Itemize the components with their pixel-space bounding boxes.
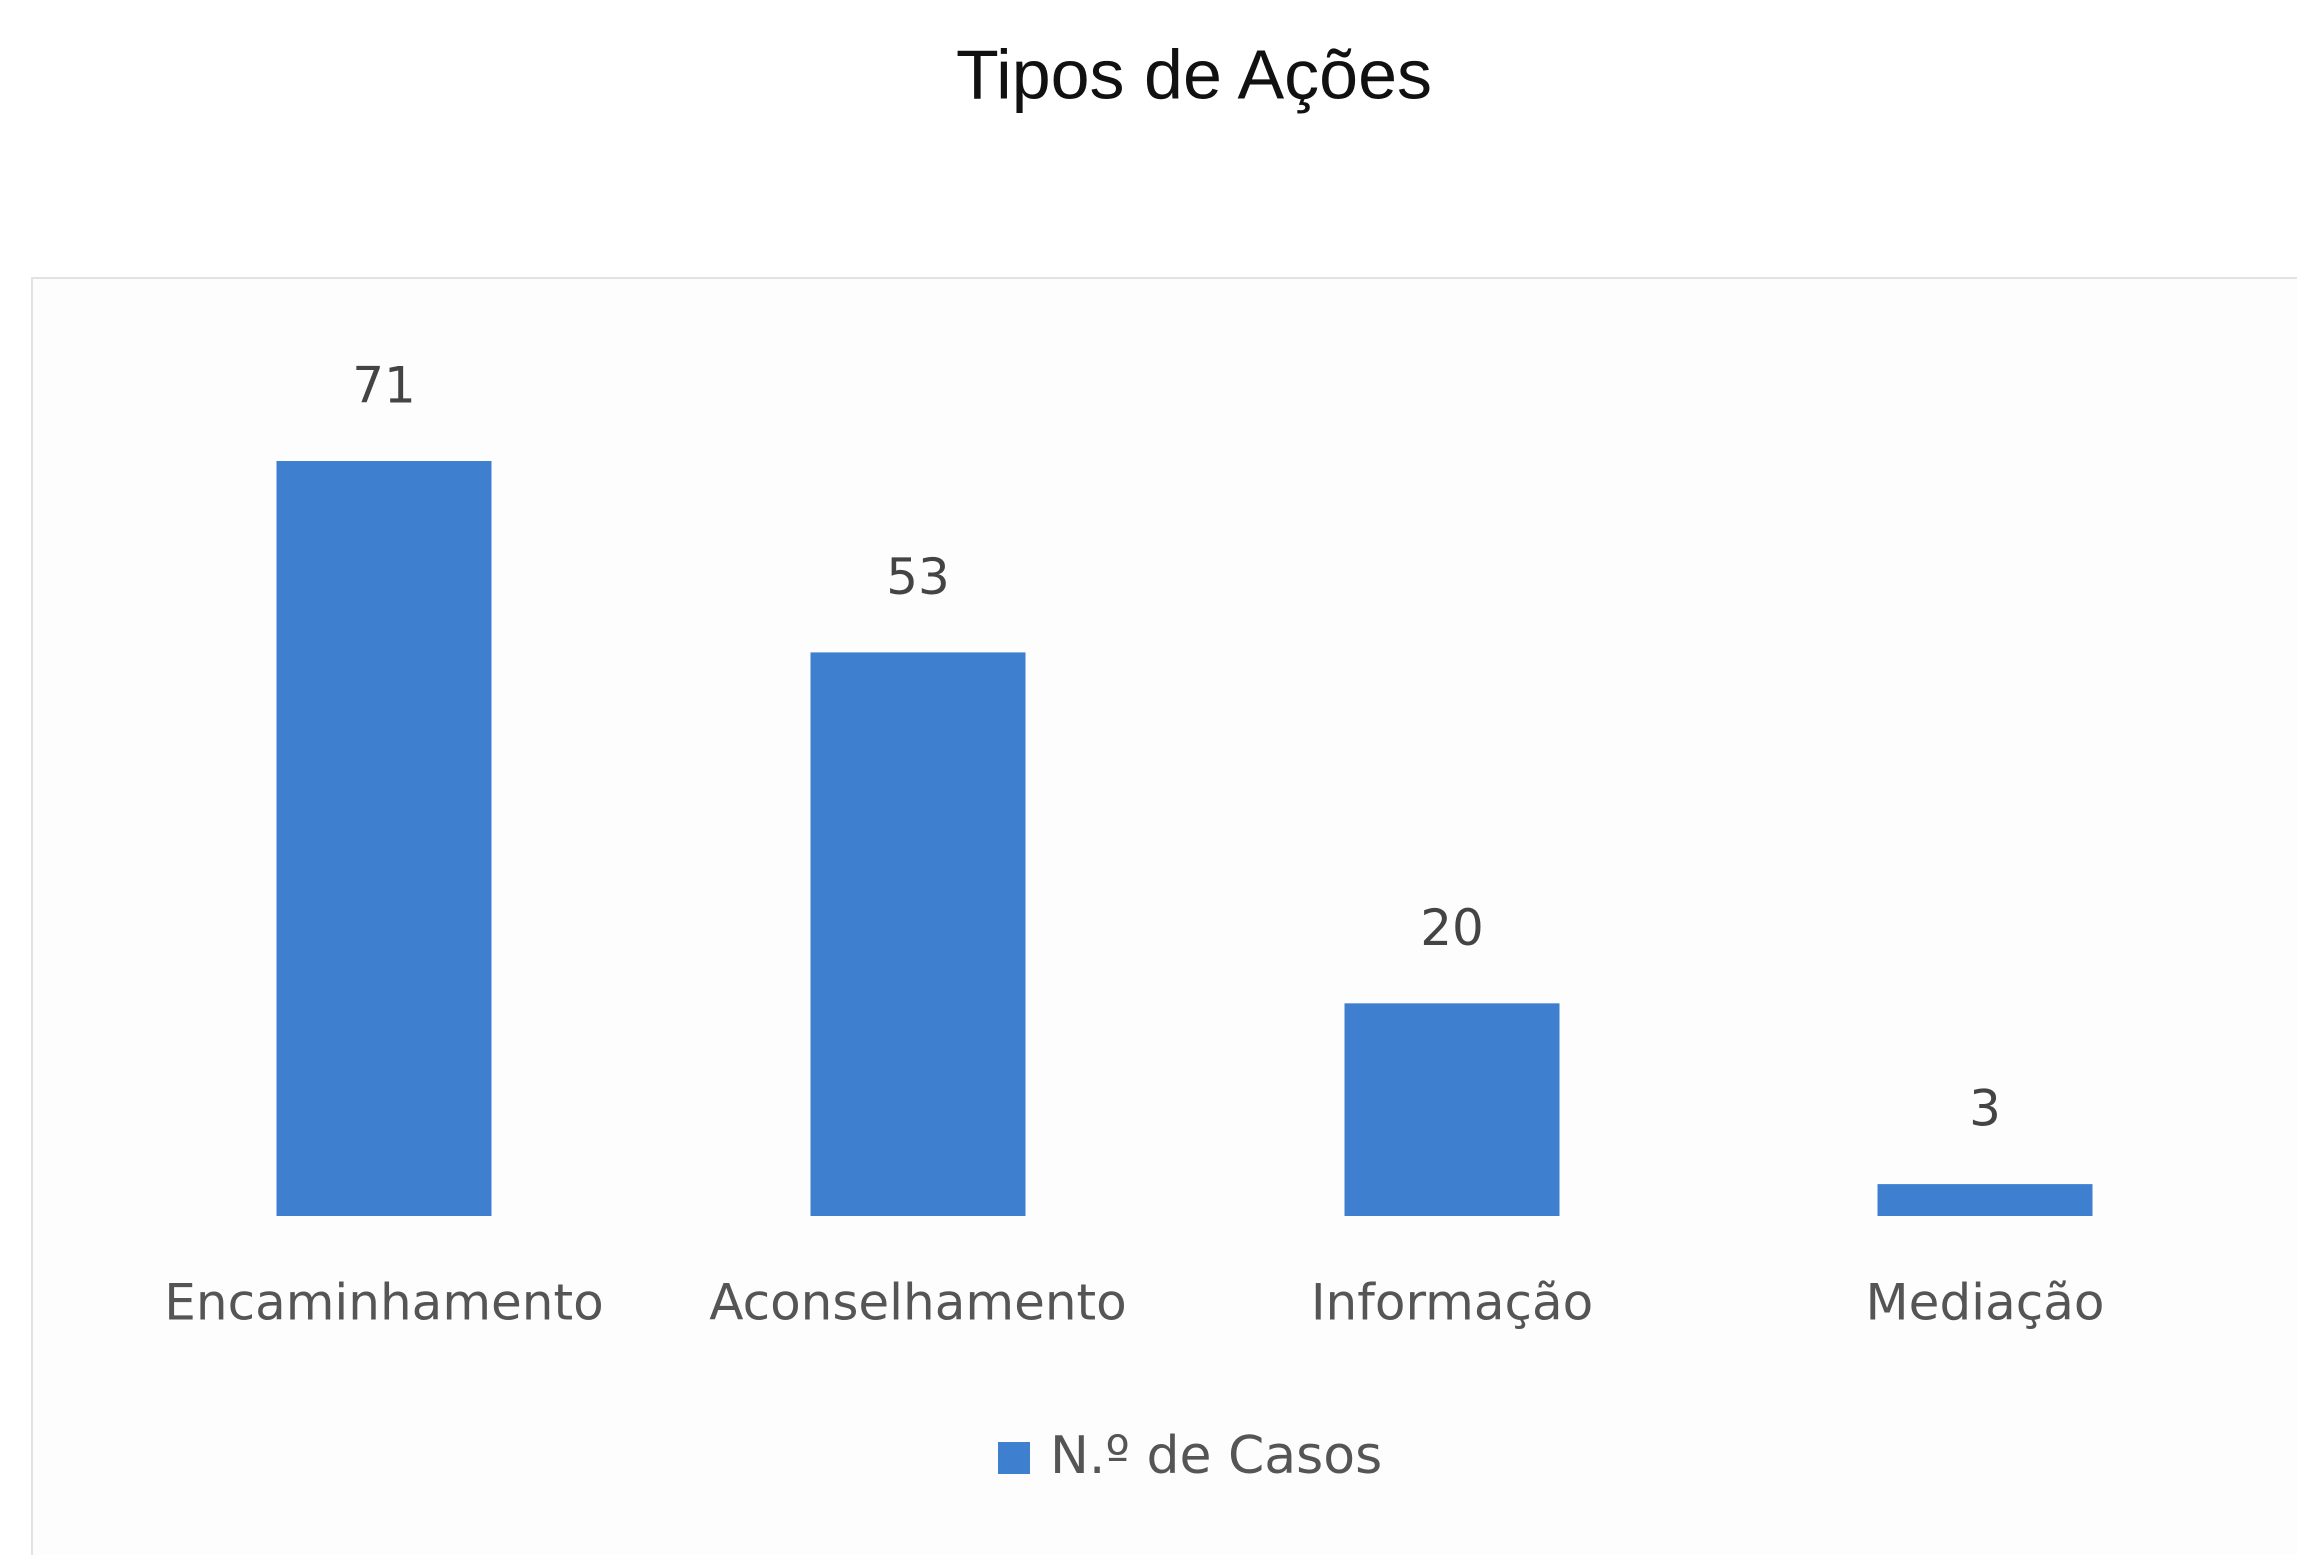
bar — [1344, 1003, 1560, 1216]
data-label: 3 — [1969, 1080, 2001, 1138]
data-label: 71 — [352, 357, 416, 415]
chart-title: Tipos de Ações — [956, 35, 1432, 113]
data-label: 20 — [1420, 899, 1484, 957]
x-tick-label: Informação — [1311, 1274, 1593, 1332]
legend-label: N.º de Casos — [1050, 1426, 1382, 1486]
x-tick-label: Aconselhamento — [709, 1274, 1126, 1332]
bar — [1877, 1184, 2093, 1216]
legend-swatch — [998, 1442, 1030, 1474]
x-tick-label: Encaminhamento — [164, 1274, 603, 1332]
bar — [810, 652, 1026, 1216]
bar — [276, 461, 492, 1216]
data-label: 53 — [886, 548, 950, 606]
x-tick-label: Mediação — [1866, 1274, 2105, 1332]
